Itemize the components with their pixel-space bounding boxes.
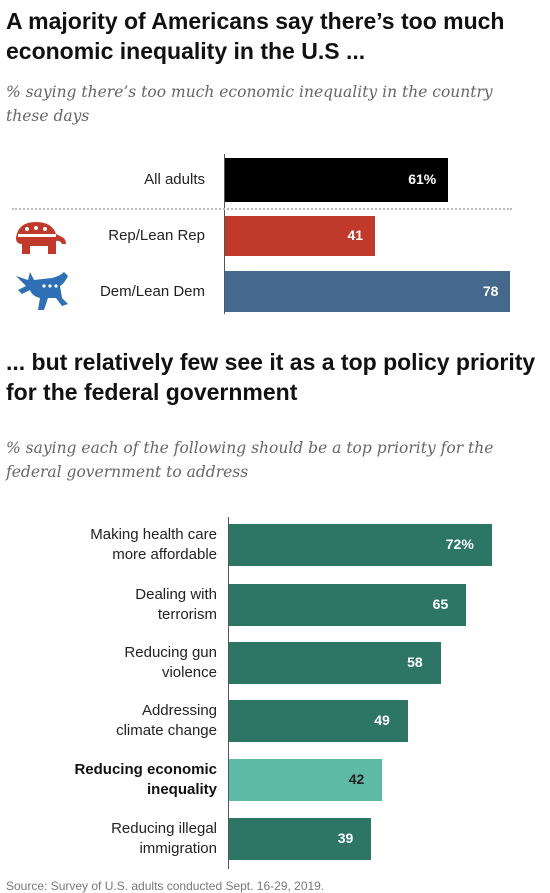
- chart2-category-label-line: violence: [161, 664, 217, 681]
- chart1-bar: [225, 216, 376, 256]
- chart2-category-label-line: climate change: [116, 722, 217, 739]
- chart2-value-label: 49: [374, 712, 390, 728]
- chart2-bar: [229, 759, 383, 801]
- chart2-category-label: Addressing climate change: [0, 701, 217, 741]
- chart1-bar: [225, 158, 449, 202]
- chart2-category-label: Dealing with terrorism: [0, 585, 217, 625]
- chart2-category-label-line: immigration: [139, 840, 217, 857]
- chart2-bar: [229, 524, 492, 566]
- chart2-category-label-line: Reducing gun: [124, 644, 217, 661]
- chart2-category-label: Reducing gun violence: [0, 643, 217, 683]
- chart2-title: ... but relatively few see it as a top p…: [6, 349, 536, 405]
- source-note: Source: Survey of U.S. adults conducted …: [6, 879, 325, 893]
- chart2-bar: [229, 642, 441, 684]
- chart2-category-label: Reducing illegal immigration: [0, 819, 217, 859]
- chart1-value-label: 61%: [408, 171, 437, 187]
- chart2-value-label: 42: [348, 771, 365, 787]
- chart2-bar: [229, 818, 372, 860]
- chart2-category-label: Making health care more affordable: [0, 525, 217, 565]
- chart2-category-label-line: more affordable: [112, 546, 217, 563]
- chart1-value-label: 78: [482, 282, 499, 299]
- chart1-subtitle: % saying there’s too much economic inequ…: [6, 83, 493, 125]
- chart2-category-label: Reducing economic inequality: [0, 760, 217, 800]
- chart2-category-label-line: inequality: [146, 781, 217, 798]
- chart2-axis: [228, 517, 229, 869]
- democratic-donkey-icon: [16, 272, 68, 310]
- chart2-subtitle: % saying each of the following should be…: [6, 439, 494, 481]
- chart2-value-label: 58: [407, 654, 423, 670]
- chart2-value-label: 65: [432, 596, 449, 612]
- chart1-value-label: 41: [347, 227, 364, 243]
- chart1-separator: [12, 208, 512, 210]
- chart1-axis: [224, 154, 225, 314]
- chart2-bar: [229, 584, 467, 626]
- chart2-category-label-line: Making health care: [90, 526, 217, 543]
- chart2-category-label-line: Addressing: [141, 702, 217, 719]
- chart1-category-label: All adults: [144, 171, 205, 188]
- chart2-category-label-line: Reducing illegal: [111, 820, 217, 837]
- chart2-category-label-line: terrorism: [157, 606, 217, 623]
- chart1-title: A majority of Americans say there’s too …: [6, 8, 505, 64]
- chart1-category-label: Rep/Lean Rep: [108, 227, 205, 244]
- chart2-category-label-line: Dealing with: [135, 586, 217, 603]
- chart2-category-label-line: Reducing economic: [74, 761, 217, 778]
- republican-elephant-icon: [16, 222, 66, 254]
- chart1-bar: [225, 271, 511, 312]
- chart2-value-label: 39: [337, 830, 354, 846]
- chart1-category-label: Dem/Lean Dem: [99, 282, 205, 300]
- chart2-bar: [229, 700, 408, 742]
- chart2-value-label: 72%: [445, 536, 474, 552]
